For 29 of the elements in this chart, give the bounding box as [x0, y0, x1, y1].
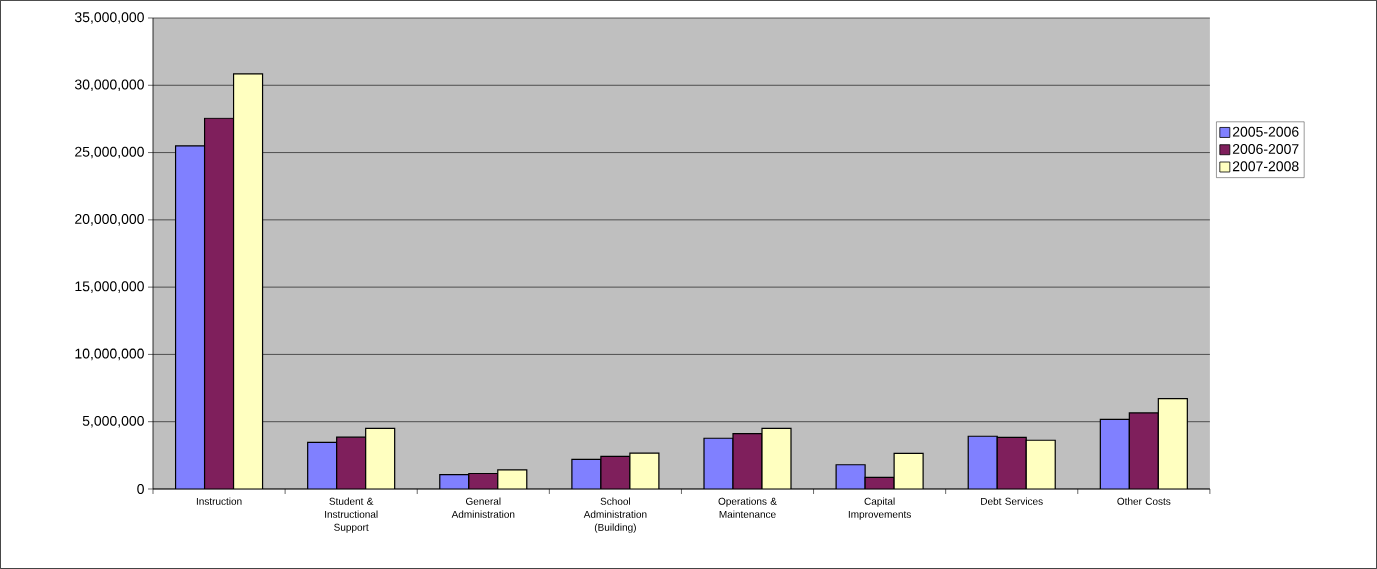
x-tick-label: Operations & Maintenance — [718, 497, 777, 518]
legend-label: 2005-2006 — [1232, 126, 1299, 137]
x-tick-label: School Administration (Building) — [583, 497, 647, 533]
bar — [1099, 418, 1130, 489]
legend-label: 2007-2008 — [1232, 161, 1299, 172]
x-tick-label: Student & Instructional Support — [325, 497, 378, 533]
x-tick-label: Other Costs — [1117, 497, 1171, 505]
y-tick-label: 10,000,000 — [75, 348, 144, 361]
y-tick-label: 35,000,000 — [74, 12, 144, 24]
bar — [365, 428, 395, 489]
y-tick-label: 25,000,000 — [75, 146, 144, 159]
y-tick-label: 0 — [137, 484, 144, 494]
y-tick-label: 30,000,000 — [74, 79, 144, 92]
bar — [307, 442, 337, 489]
bar — [1157, 397, 1188, 489]
x-tick-label: Instruction — [196, 497, 242, 505]
y-tick-label: 20,000,000 — [75, 214, 144, 226]
bar — [704, 438, 733, 489]
x-tick-label: Debt Services — [981, 497, 1043, 505]
bar — [175, 145, 205, 489]
x-tick-label: General Administration — [451, 497, 515, 518]
y-tick-label: 15,000,000 — [75, 281, 144, 293]
bar — [968, 436, 998, 489]
x-tick-label: Capital Improvements — [848, 497, 911, 520]
bar — [762, 428, 791, 489]
y-tick-label: 5,000,000 — [82, 415, 144, 428]
bar — [233, 73, 263, 489]
legend-label: 2006-2007 — [1232, 144, 1299, 154]
bar — [1026, 440, 1056, 489]
